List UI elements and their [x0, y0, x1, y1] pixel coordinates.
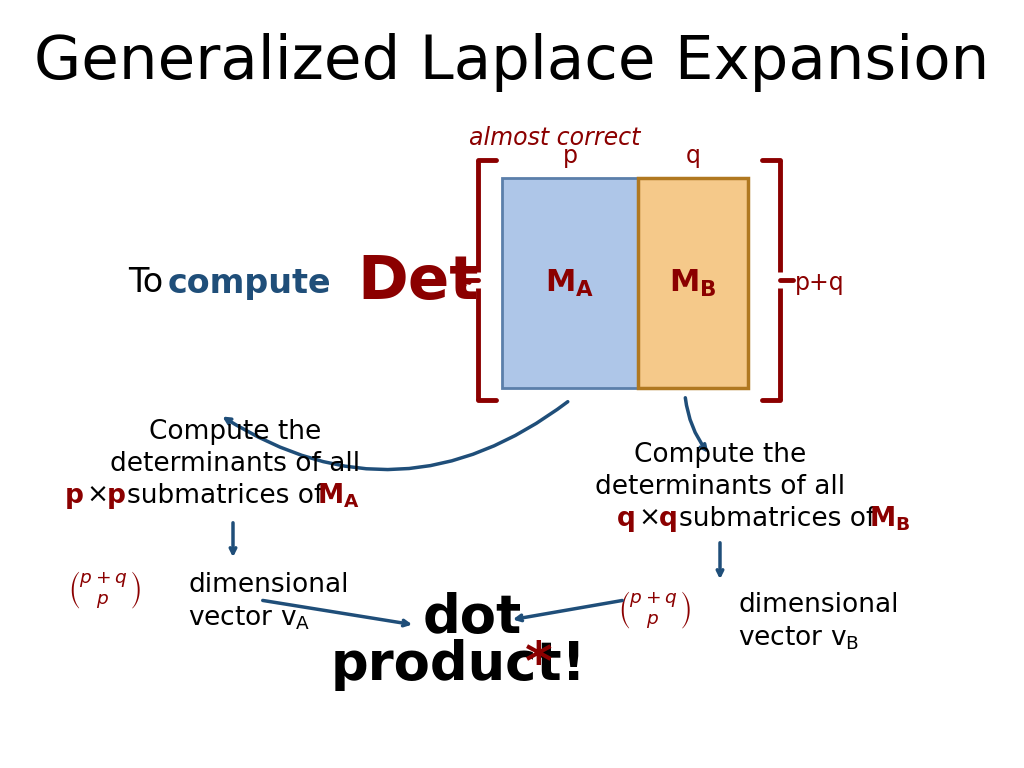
Text: p: p	[562, 144, 578, 168]
Text: To: To	[128, 266, 174, 300]
Text: Det: Det	[357, 253, 479, 313]
Text: Compute the: Compute the	[148, 419, 322, 445]
Text: determinants of all: determinants of all	[595, 474, 845, 500]
Text: q: q	[617, 506, 636, 532]
Text: Generalized Laplace Expansion: Generalized Laplace Expansion	[35, 32, 989, 91]
Text: $\mathdefault{M}_\mathdefault{A}$: $\mathdefault{M}_\mathdefault{A}$	[546, 267, 595, 299]
Text: p: p	[65, 483, 84, 509]
Text: $\binom{p+q}{p}$: $\binom{p+q}{p}$	[618, 589, 691, 631]
Text: ×: ×	[638, 506, 660, 532]
Text: dimensional: dimensional	[188, 572, 348, 598]
Text: vector $\mathdefault{v}_\mathdefault{B}$: vector $\mathdefault{v}_\mathdefault{B}$	[738, 624, 859, 652]
Text: ×: ×	[86, 483, 109, 509]
Text: almost correct: almost correct	[469, 126, 641, 150]
Text: dot: dot	[422, 592, 521, 644]
Text: $\mathdefault{M}_\mathdefault{B}$: $\mathdefault{M}_\mathdefault{B}$	[869, 505, 910, 533]
Bar	[638, 178, 748, 388]
Text: determinants of all: determinants of all	[110, 451, 360, 477]
Text: $\mathdefault{M}_\mathdefault{A}$: $\mathdefault{M}_\mathdefault{A}$	[317, 482, 359, 510]
Text: vector $\mathdefault{v}_\mathdefault{A}$: vector $\mathdefault{v}_\mathdefault{A}$	[188, 604, 310, 632]
Text: q: q	[685, 144, 700, 168]
Text: submatrices of: submatrices of	[127, 483, 324, 509]
Text: *: *	[525, 639, 553, 691]
Text: $\mathdefault{M}_\mathdefault{B}$: $\mathdefault{M}_\mathdefault{B}$	[670, 267, 717, 299]
Text: $\binom{p+q}{p}$: $\binom{p+q}{p}$	[68, 569, 141, 611]
Text: Compute the: Compute the	[634, 442, 806, 468]
Text: p: p	[106, 483, 126, 509]
Text: product!: product!	[330, 639, 586, 691]
Bar	[502, 178, 638, 388]
Text: dimensional: dimensional	[738, 592, 898, 618]
Text: p+q: p+q	[795, 271, 845, 295]
Text: q: q	[659, 506, 678, 532]
Text: compute: compute	[168, 266, 332, 300]
Text: submatrices of: submatrices of	[679, 506, 876, 532]
